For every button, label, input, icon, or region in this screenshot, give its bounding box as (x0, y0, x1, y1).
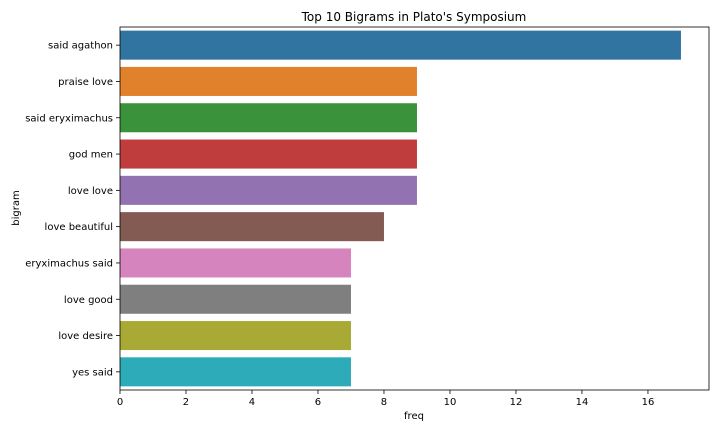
y-tick-label: yes said (72, 367, 113, 378)
x-tick-label: 0 (117, 397, 123, 408)
y-tick-label: god men (69, 150, 113, 161)
bar-god-men (120, 139, 417, 169)
bar-love-good (120, 284, 351, 314)
y-tick-label: love desire (58, 331, 113, 342)
y-tick-label: love love (68, 186, 113, 197)
bar-yes-said (120, 357, 351, 387)
y-tick-label: love beautiful (45, 222, 113, 233)
x-tick-label: 2 (183, 397, 189, 408)
y-tick-label: praise love (58, 77, 113, 88)
bar-praise-love (120, 66, 417, 96)
y-tick-label: said eryximachus (25, 113, 113, 124)
y-tick-layer: said agathon praise love said eryximachus g… (25, 41, 120, 378)
y-axis-label: bigram (11, 190, 22, 225)
x-tick-label: 14 (576, 397, 589, 408)
bar-love-love (120, 175, 417, 205)
x-tick-label: 16 (642, 397, 655, 408)
plot-frame (119, 26, 710, 391)
bars-layer (120, 30, 681, 387)
chart-title: Top 10 Bigrams in Plato's Symposium (301, 10, 527, 24)
y-tick-label: eryximachus said (25, 258, 113, 269)
bar-said-agathon (120, 30, 681, 60)
x-tick-label: 8 (381, 397, 387, 408)
y-tick-label: love good (64, 295, 113, 306)
bar-said-eryximachus (120, 103, 417, 133)
y-tick-label: said agathon (48, 41, 113, 52)
x-axis-label: freq (404, 411, 424, 422)
bar-love-desire (120, 321, 351, 351)
x-tick-label: 12 (510, 397, 523, 408)
x-tick-label: 10 (444, 397, 457, 408)
bar-love-beautiful (120, 212, 384, 242)
x-tick-layer: 0 2 4 6 8 10 12 14 16 (117, 390, 655, 408)
x-tick-label: 4 (249, 397, 255, 408)
x-tick-label: 6 (315, 397, 321, 408)
bar-eryximachus-said (120, 248, 351, 278)
